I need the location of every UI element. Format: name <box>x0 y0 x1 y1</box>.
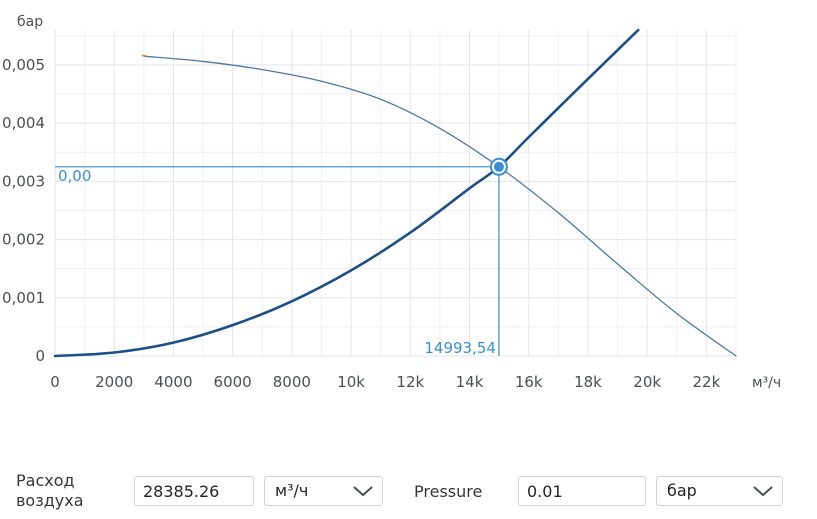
x-axis-label: м³/ч <box>752 375 781 391</box>
x-tick-label: 22k <box>693 373 721 391</box>
y-tick-label: 0 <box>35 347 45 365</box>
x-tick-label: 18k <box>574 373 602 391</box>
axes: 0 2000 4000 6000 8000 10k 12k 14k 16k 18k 20k 22k00… <box>2 56 721 391</box>
system-curve <box>53 28 640 358</box>
x-tick-label: 2000 <box>95 373 133 391</box>
series <box>53 28 737 358</box>
flow-unit-value: м³/ч <box>275 481 309 500</box>
pressure-label: Pressure <box>414 482 483 501</box>
flow-input[interactable] <box>134 476 254 506</box>
flow-label: Расход воздуха <box>16 471 84 510</box>
y-tick-label: 0,001 <box>2 289 45 307</box>
x-tick-label: 6000 <box>214 373 252 391</box>
x-tick-label: 20k <box>633 373 661 391</box>
x-tick-label: 16k <box>515 373 543 391</box>
x-tick-label: 14k <box>456 373 484 391</box>
fan-curve-start-mark <box>141 54 147 57</box>
pressure-unit-select[interactable]: бар <box>656 476 783 506</box>
y-axis-label: бар <box>17 14 43 30</box>
operating-point-dot <box>493 161 504 172</box>
chevron-down-icon <box>353 486 373 497</box>
flow-unit-select[interactable]: м³/ч <box>264 476 383 506</box>
x-tick-label: 12k <box>396 373 424 391</box>
pressure-unit-value: бар <box>667 481 697 500</box>
fan-curve <box>143 55 737 357</box>
chevron-down-icon <box>753 486 773 497</box>
grid <box>54 30 737 357</box>
y-tick-label: 0,004 <box>2 114 45 132</box>
operating-point: 0,00 14993,54 <box>55 157 508 357</box>
y-tick-label: 0,002 <box>2 231 45 249</box>
operating-point-y-label: 0,00 <box>58 167 91 185</box>
y-tick-label: 0,003 <box>2 172 45 190</box>
x-tick-label: 0 <box>50 373 60 391</box>
x-tick-label: 10k <box>337 373 365 391</box>
x-tick-label: 8000 <box>273 373 311 391</box>
x-tick-label: 4000 <box>154 373 192 391</box>
operating-point-x-label: 14993,54 <box>424 339 496 357</box>
pressure-input[interactable] <box>518 476 646 506</box>
chart: 0 2000 4000 6000 8000 10k 12k 14k 16k 18k 20k 22k00… <box>2 14 781 391</box>
y-tick-label: 0,005 <box>2 56 45 74</box>
